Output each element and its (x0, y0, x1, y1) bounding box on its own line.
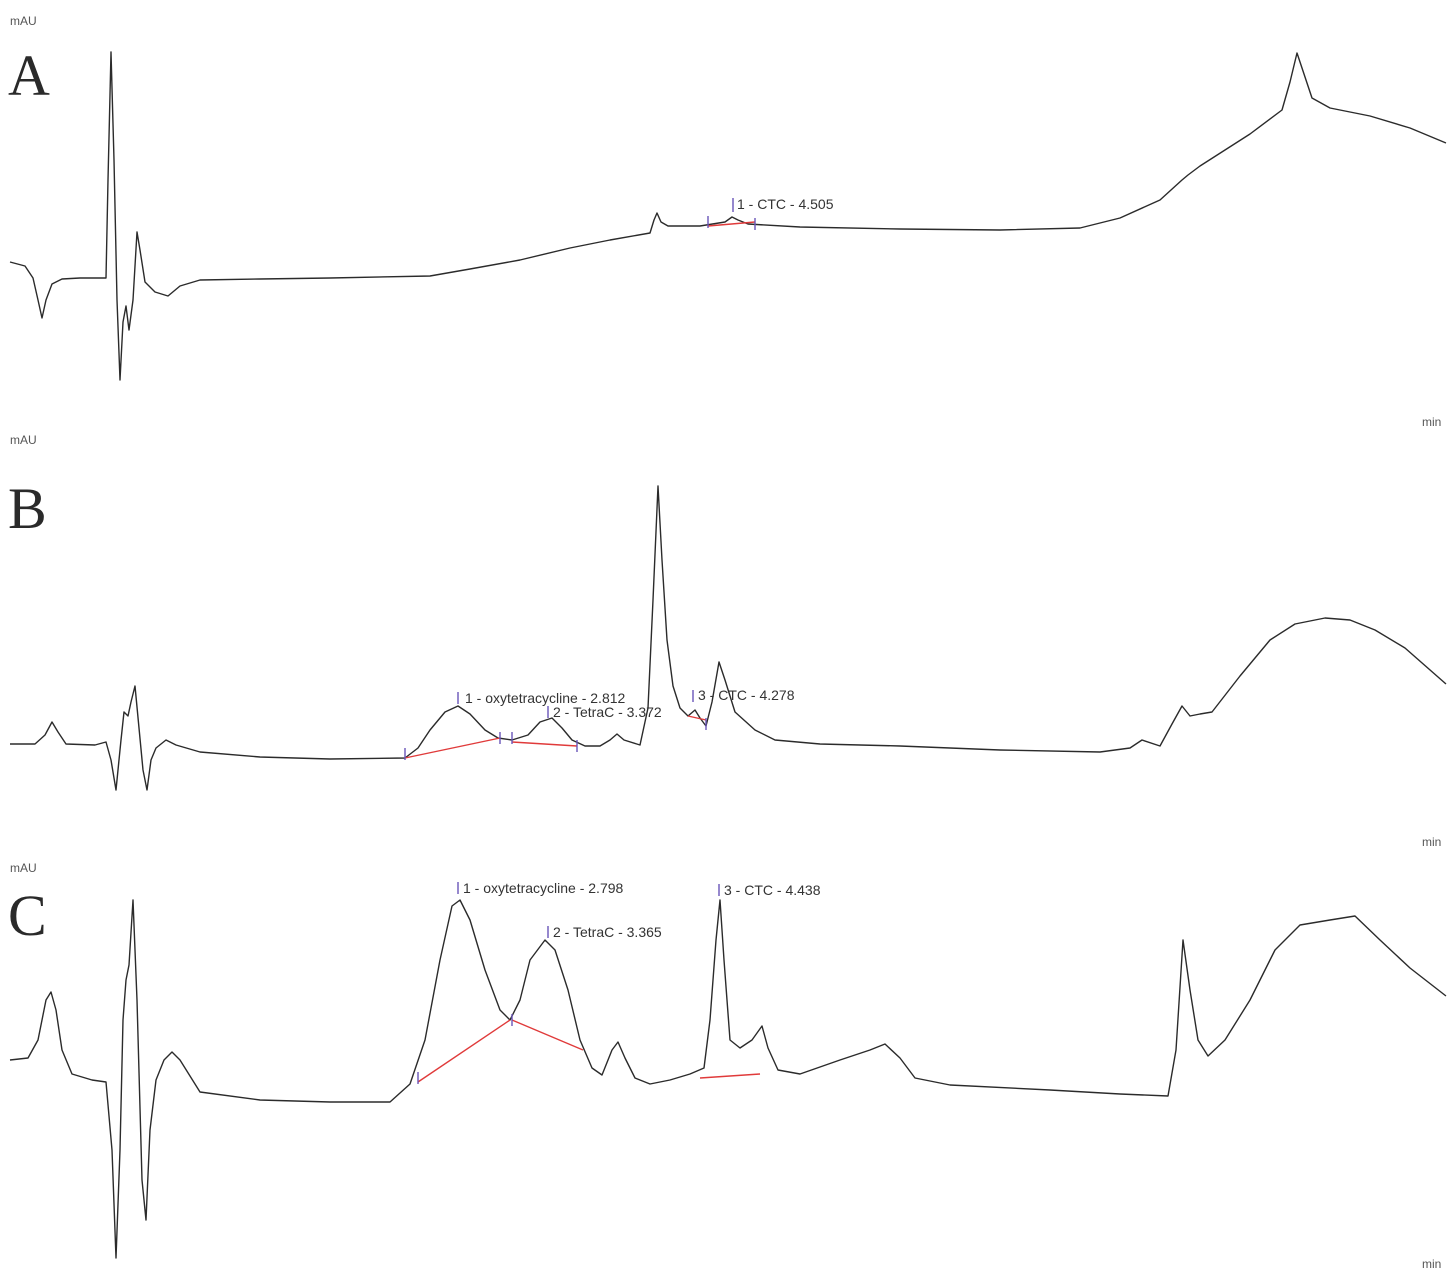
panel-b-peak-2-baseline (511, 741, 578, 747)
panel-c-letter: C (8, 883, 47, 948)
panel-b-ylabel: mAU (10, 433, 37, 447)
panel-c-peak-2-baseline (511, 1019, 584, 1051)
panel-a-letter: A (8, 43, 50, 108)
panel-b-peak-1-baseline (404, 737, 501, 759)
panel-b-xlabel: min (1422, 835, 1441, 849)
panel-a-ylabel: mAU (10, 14, 37, 28)
panel-b-peak-2-label: 2 - TetraC - 3.372 (553, 704, 662, 720)
panel-c-peak-3-label: 3 - CTC - 4.438 (724, 882, 821, 898)
panel-c-xlabel: min (1422, 1257, 1441, 1271)
panel-b-peak-3-label: 3 - CTC - 4.278 (698, 687, 795, 703)
panel-b-trace (10, 485, 1447, 791)
panel-c-peak-1-baseline (417, 1019, 511, 1083)
panel-a: mAU A min 1 - CTC - 4.505 (8, 14, 1447, 429)
panel-b: mAU B min 1 - oxytetracycline - 2.812 2 … (8, 433, 1447, 849)
panel-b-letter: B (8, 476, 47, 541)
panel-c-ylabel: mAU (10, 861, 37, 875)
panel-a-peak-1-label: 1 - CTC - 4.505 (737, 196, 834, 212)
panel-b-peak-1-label: 1 - oxytetracycline - 2.812 (465, 690, 626, 706)
panel-c-trace (9, 899, 1447, 1259)
panel-a-trace (9, 51, 1447, 381)
panel-c-peak-3-baseline (699, 1073, 761, 1079)
panel-a-peak-1-baseline (707, 221, 756, 227)
panel-c-peak-2-label: 2 - TetraC - 3.365 (553, 924, 662, 940)
panel-c-peak-1-label: 1 - oxytetracycline - 2.798 (463, 880, 624, 896)
panel-a-xlabel: min (1422, 415, 1441, 429)
panel-c: mAU C min 1 - oxytetracycline - 2.798 2 … (8, 861, 1447, 1271)
panel-b-peak-3-baseline (687, 715, 707, 721)
